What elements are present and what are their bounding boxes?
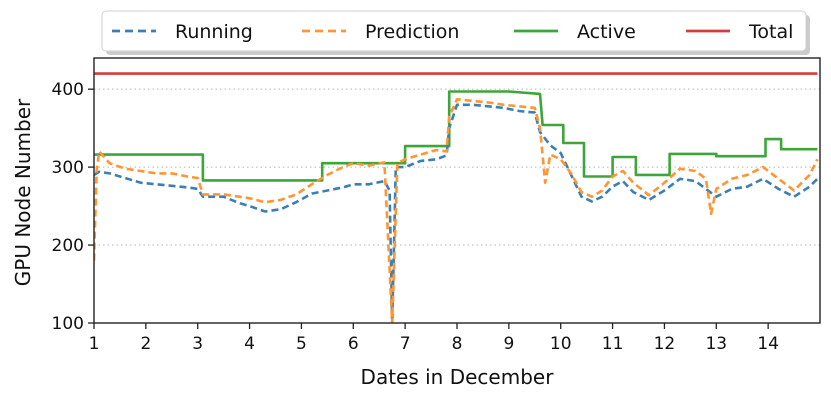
x-tick-label: 6: [348, 334, 359, 354]
y-tick-label: 300: [52, 158, 84, 178]
x-tick-label: 8: [452, 334, 463, 354]
y-axis: 100 200 300 400: [52, 80, 94, 334]
series-active-line: [94, 90, 818, 182]
x-axis: 1 2 3 4 5 6 7 8 9 10 11 12 13 14: [89, 323, 779, 354]
legend: Running Prediction Active Total: [101, 10, 810, 55]
y-tick-label: 400: [52, 80, 84, 100]
y-axis-title: GPU Node Number: [11, 98, 35, 286]
x-tick-label: 13: [705, 334, 727, 354]
x-tick-label: 1: [89, 334, 100, 354]
legend-box: [101, 10, 807, 52]
legend-label-prediction: Prediction: [365, 21, 459, 43]
x-tick-label: 9: [503, 334, 514, 354]
x-tick-label: 11: [602, 334, 624, 354]
series-layer: [94, 72, 819, 323]
y-tick-label: 100: [52, 314, 84, 334]
x-tick-label: 12: [654, 334, 676, 354]
legend-label-total: Total: [748, 21, 793, 43]
x-tick-label: 3: [192, 334, 203, 354]
x-tick-label: 4: [244, 334, 255, 354]
x-tick-label: 5: [296, 334, 307, 354]
x-tick-label: 10: [550, 334, 572, 354]
x-tick-label: 2: [140, 334, 151, 354]
series-prediction-line: [94, 98, 819, 323]
y-tick-label: 200: [52, 236, 84, 256]
legend-label-active: Active: [577, 21, 636, 43]
x-axis-title: Dates in December: [361, 365, 555, 389]
x-tick-label: 14: [757, 334, 779, 354]
legend-label-running: Running: [175, 21, 253, 43]
x-tick-label: 7: [400, 334, 411, 354]
